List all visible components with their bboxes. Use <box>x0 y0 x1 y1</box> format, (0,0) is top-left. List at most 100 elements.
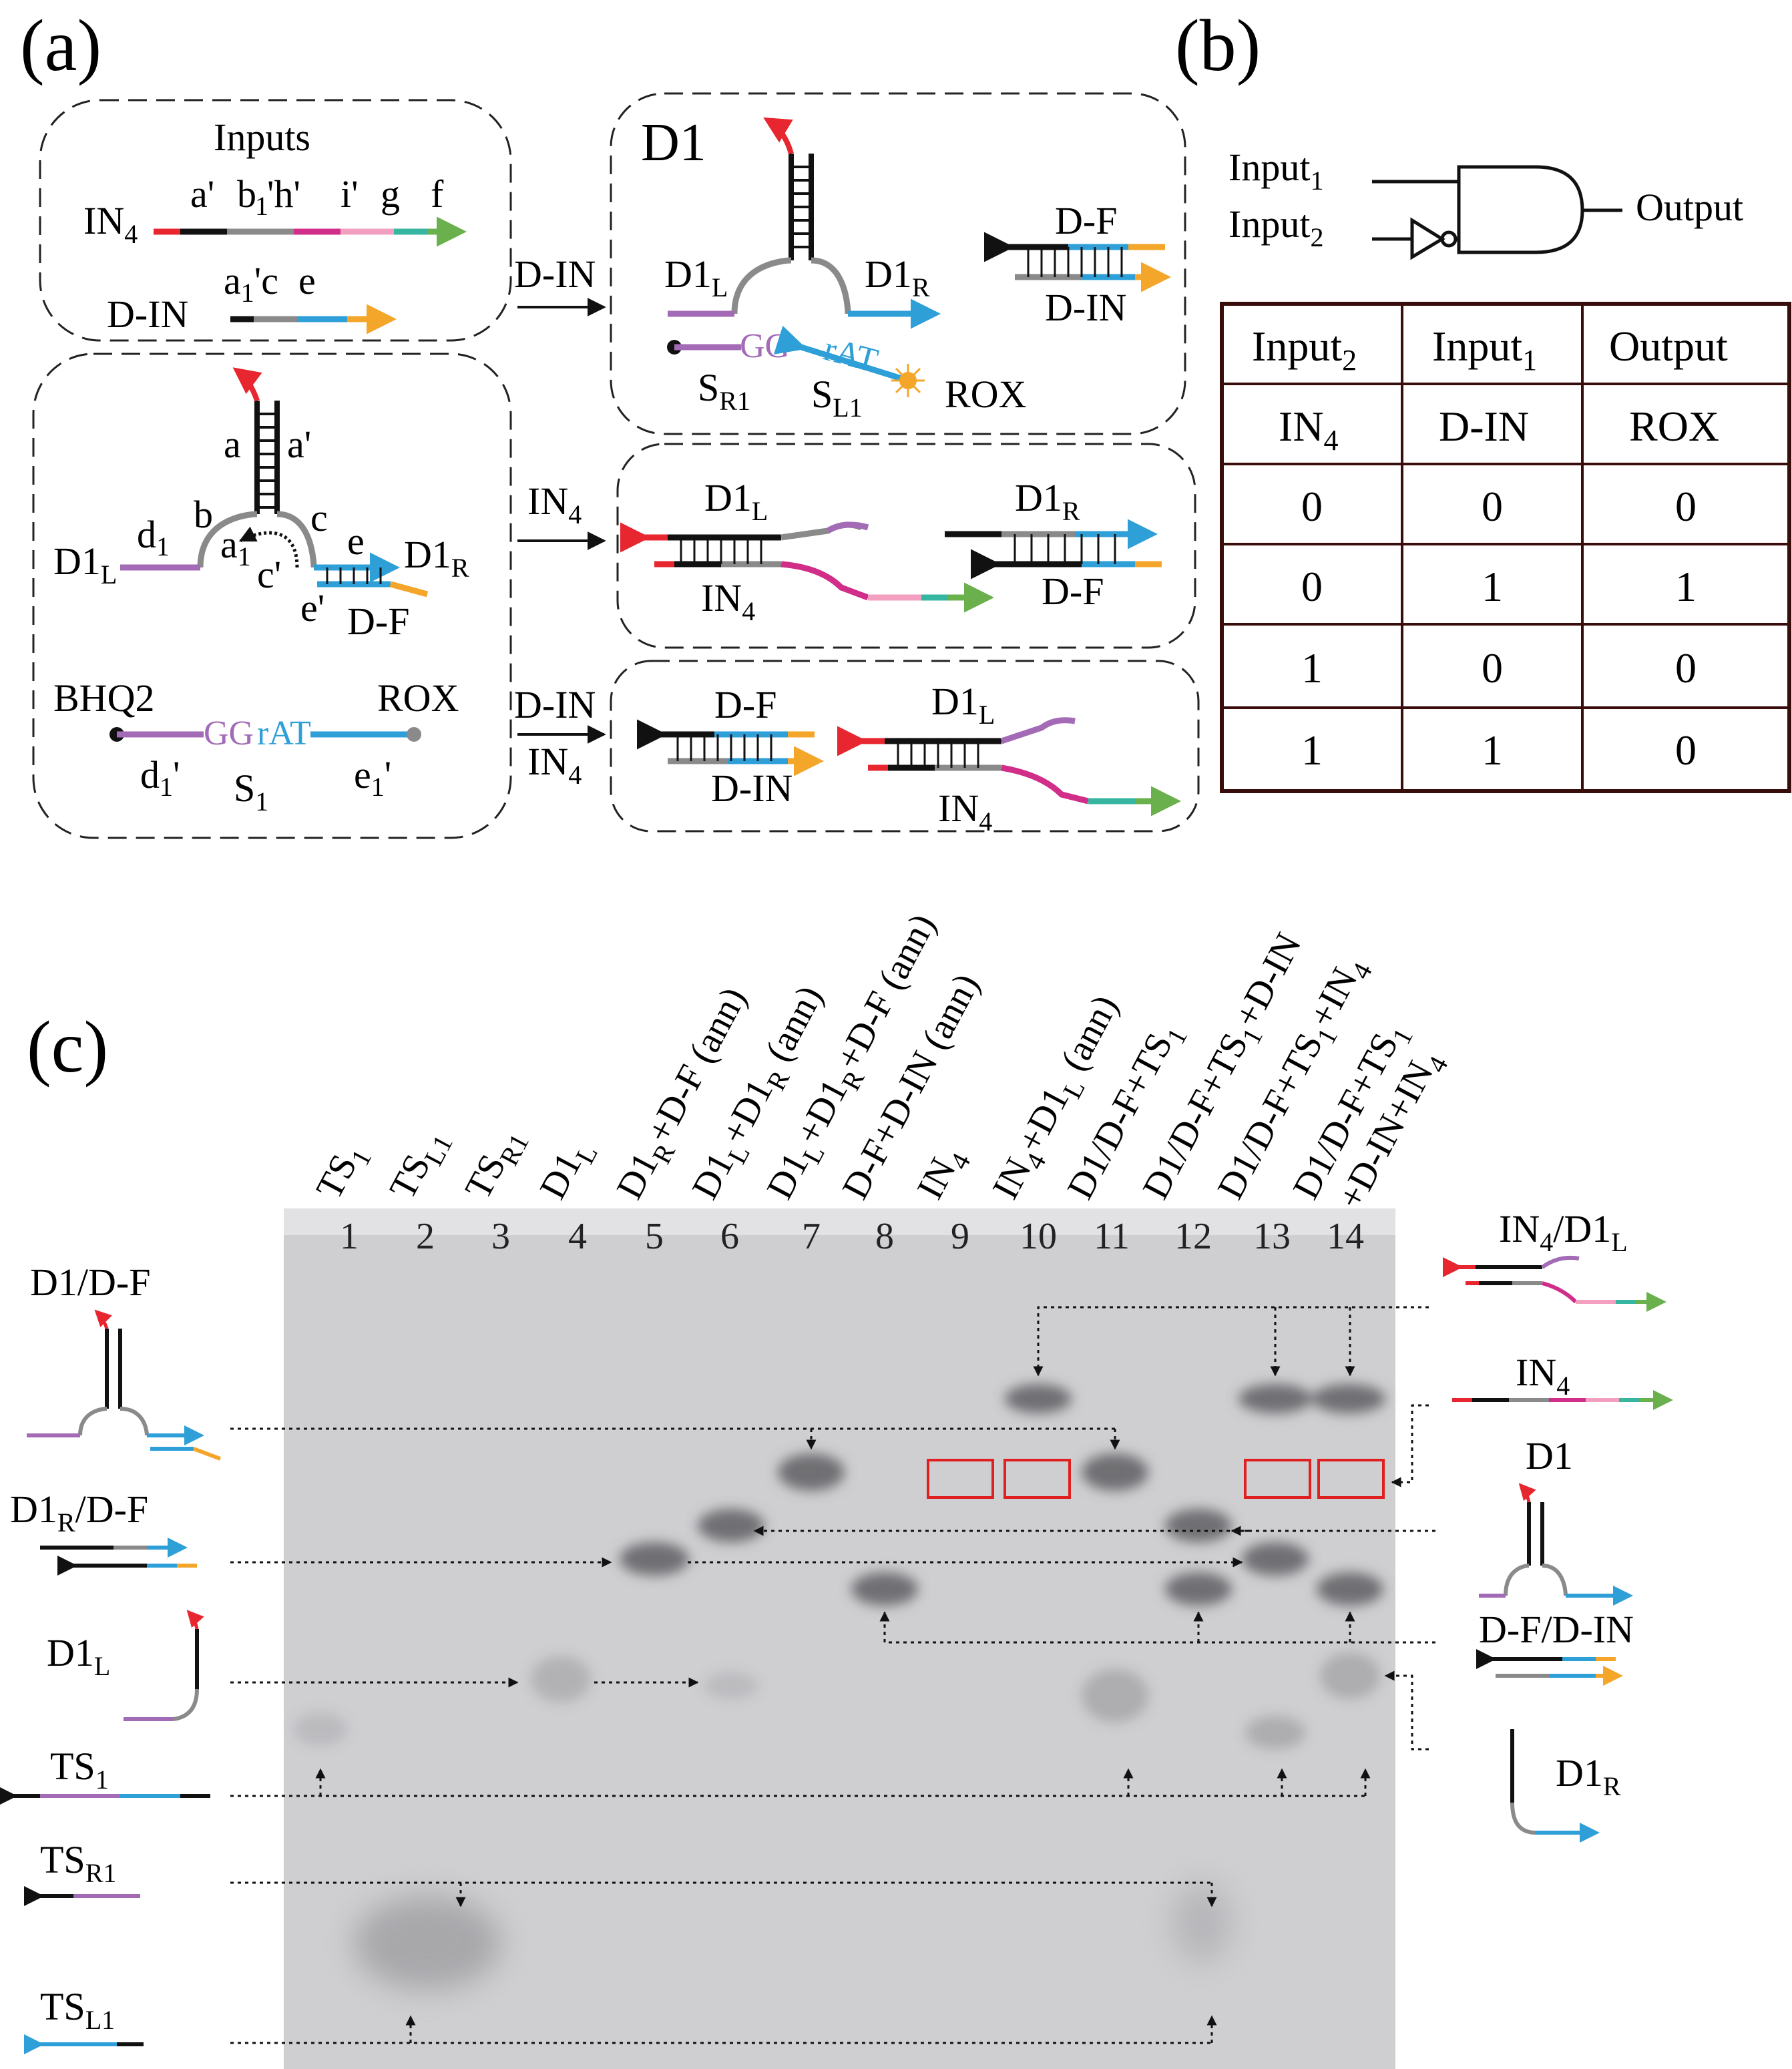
svg-text:D1L: D1L <box>931 680 995 730</box>
svg-text:IN4: IN4 <box>527 479 582 529</box>
svg-text:D1R: D1R <box>404 533 469 583</box>
band-lane14-in4-d1l <box>1312 1384 1385 1413</box>
reaction-arrows: D-IN IN4 D-IN IN4 <box>514 252 606 790</box>
svg-text:IN4: IN4 <box>701 576 755 626</box>
svg-text:TSL1: TSL1 <box>382 1122 459 1209</box>
legend-d1l: D1L <box>47 1631 110 1681</box>
d1-structure: a a' D1L d1 b c e a1 c' e' D1R D-F <box>53 367 469 643</box>
missing-d1-boxes <box>927 1459 1385 1499</box>
svg-text:b: b <box>194 493 213 536</box>
band-lane12-upper <box>1165 1509 1232 1542</box>
svg-text:SR1: SR1 <box>698 366 750 416</box>
svg-text:11: 11 <box>1094 1216 1130 1257</box>
svg-text:IN4: IN4 <box>527 740 582 790</box>
both-result: D-F D-IN D1L <box>637 680 1181 837</box>
svg-text:D-IN: D-IN <box>514 683 596 726</box>
svg-text:D-IN: D-IN <box>514 252 596 296</box>
inputs-box <box>39 99 512 342</box>
band-lane2-tsl1 <box>354 1896 501 1990</box>
din-label: D-IN <box>107 292 188 336</box>
and-gate-not <box>1372 165 1622 260</box>
panel-label-b: (b) <box>1175 5 1261 86</box>
svg-text:TSR1: TSR1 <box>457 1120 535 1209</box>
svg-text:1: 1 <box>255 191 268 221</box>
svg-text:d1': d1' <box>140 753 180 802</box>
svg-text:7: 7 <box>802 1216 821 1257</box>
band-lane8-df-din <box>851 1572 918 1606</box>
svg-text:0: 0 <box>1675 644 1697 692</box>
svg-text:3: 3 <box>491 1216 510 1257</box>
din-domain-labels: a1'c e <box>224 259 316 308</box>
svg-text:d1: d1 <box>137 513 170 561</box>
legend-in4-d1l-icon <box>1443 1255 1666 1312</box>
svg-text:D-F: D-F <box>1055 199 1117 242</box>
band-lane14-df-din <box>1317 1572 1383 1606</box>
subheader-rox: ROX <box>1629 403 1719 450</box>
output-label: Output <box>1636 186 1743 229</box>
left-legend: D1/D-F D1R/D-F D1L <box>0 1260 222 2054</box>
legend-d1r: D1R <box>1556 1751 1621 1801</box>
lane-labels: TS1 TSL1 TSR1 D1L D1R+D-F (ann) D1L+D1R … <box>308 907 1454 1216</box>
lane-numbers: 1 2 3 4 5 6 7 8 9 10 11 12 13 14 <box>340 1216 1364 1257</box>
svg-text:5: 5 <box>645 1216 664 1257</box>
in4-domain-labels: a' b 1 'h' i' g f <box>190 172 444 221</box>
svg-text:D1R: D1R <box>865 252 930 302</box>
svg-text:D1: D1 <box>641 113 706 172</box>
in4-result: D1L IN4 D1R <box>620 476 1162 626</box>
panel-b: Input1 Input2 Output Input2 Inp <box>1220 146 1791 793</box>
svg-text:1: 1 <box>1675 563 1697 610</box>
band-lane11-d1l <box>1082 1669 1148 1722</box>
inputs-title: Inputs <box>214 116 310 159</box>
band-lane12-df-din <box>1165 1572 1232 1606</box>
svg-text:i': i' <box>341 172 359 216</box>
svg-text:0: 0 <box>1482 644 1503 692</box>
header-input2: Input2 <box>1252 322 1357 377</box>
box-both-result <box>610 660 1200 833</box>
legend-d1-df: D1/D-F <box>30 1260 150 1304</box>
band-lane13-ts1 <box>1245 1716 1305 1749</box>
svg-text:ROX: ROX <box>377 676 459 720</box>
svg-text:f: f <box>431 172 444 216</box>
svg-text:8: 8 <box>875 1216 894 1257</box>
svg-text:2: 2 <box>416 1216 435 1257</box>
panel-c: TS1 TSL1 TSR1 D1L D1R+D-F (ann) D1L+D1R … <box>0 907 1673 2069</box>
guide-lines <box>230 1306 1435 2044</box>
svg-text:D1L: D1L <box>532 1132 604 1209</box>
legend-d1: D1 <box>1526 1434 1573 1477</box>
svg-text:9: 9 <box>951 1216 969 1257</box>
svg-text:g: g <box>381 172 400 216</box>
box-in4-result <box>616 443 1196 649</box>
svg-text:D-IN: D-IN <box>711 766 793 810</box>
panel-a: Inputs IN4 a' b 1 'h' i' g f D-IN <box>32 92 1200 839</box>
svg-text:D1L: D1L <box>53 539 117 590</box>
band-lane13-d1r-df <box>1242 1542 1309 1576</box>
svg-text:D-F: D-F <box>347 600 409 643</box>
svg-text:'h': 'h' <box>267 172 300 216</box>
input2-label: Input2 <box>1228 202 1323 252</box>
box-d1-result <box>610 92 1186 435</box>
legend-d1r-df: D1R/D-F <box>10 1487 148 1538</box>
header-input1: Input1 <box>1432 322 1537 377</box>
svg-text:1: 1 <box>1301 644 1323 692</box>
svg-text:a': a' <box>287 423 311 466</box>
svg-text:1: 1 <box>1482 563 1503 610</box>
band-lane14-d1r <box>1320 1652 1380 1699</box>
band-lane13-in4-d1l <box>1239 1384 1312 1413</box>
d1-structure-box <box>32 353 512 839</box>
d1-result: D1 D1L D1R GG rAT <box>641 113 1171 423</box>
header-output: Output <box>1609 322 1728 370</box>
in4-label: IN4 <box>83 199 138 249</box>
svg-text:D1L: D1L <box>704 476 768 526</box>
band-lane5-d1r-df <box>620 1542 689 1576</box>
band-lane1-ts1 <box>294 1712 347 1746</box>
svg-text:1: 1 <box>340 1216 359 1257</box>
input1-label: Input1 <box>1228 146 1323 196</box>
svg-text:1: 1 <box>1482 726 1503 774</box>
svg-text:4: 4 <box>568 1216 587 1257</box>
legend-tsl1: TSL1 <box>40 1985 115 2035</box>
svg-text:10: 10 <box>1020 1216 1057 1257</box>
svg-text:BHQ2: BHQ2 <box>53 676 154 720</box>
svg-text:D-F: D-F <box>1042 569 1104 613</box>
svg-text:e1': e1' <box>354 753 391 802</box>
